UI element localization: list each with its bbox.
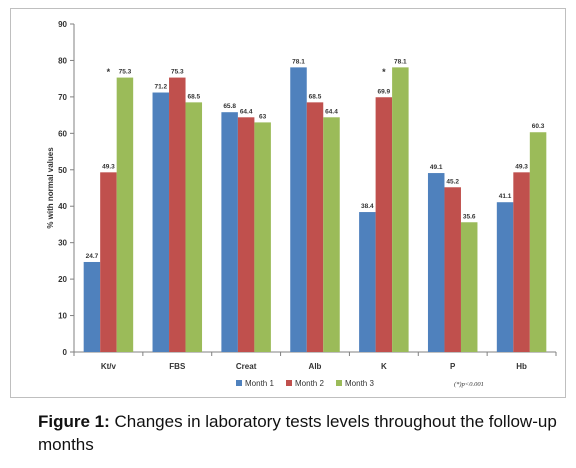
legend-swatch <box>336 380 342 386</box>
data-label: 69.9 <box>378 88 391 95</box>
legend-label: Month 3 <box>345 379 374 388</box>
bar-month-3 <box>185 102 203 352</box>
data-label: 71.2 <box>154 84 167 91</box>
data-label: 38.4 <box>361 203 374 210</box>
legend-swatch <box>236 380 242 386</box>
x-tick-label: Kt/v <box>101 362 117 371</box>
x-tick-label: Creat <box>236 362 257 371</box>
data-label: 78.1 <box>292 58 305 65</box>
bar-month-2 <box>100 172 117 352</box>
data-label: 41.1 <box>499 193 512 200</box>
data-label: 45.2 <box>446 178 459 185</box>
y-tick-label: 60 <box>58 129 67 138</box>
legend-swatch <box>286 380 292 386</box>
significance-marker: * <box>107 67 111 77</box>
x-tick-label: Alb <box>309 362 322 371</box>
legend-label: Month 2 <box>295 379 324 388</box>
bar-month-2 <box>306 102 324 352</box>
data-label: 75.3 <box>171 69 184 76</box>
bar-month-1 <box>359 212 376 352</box>
data-label: 65.8 <box>223 103 236 110</box>
data-label: 49.1 <box>430 164 443 171</box>
y-tick-label: 30 <box>58 239 67 248</box>
bar-month-3 <box>460 222 478 352</box>
y-tick-label: 50 <box>58 166 67 175</box>
bar-chart: 0 10 20 30 40 50 60 70 80 90 % with normal values K… <box>46 20 557 388</box>
caption-label: Figure 1: <box>38 412 110 431</box>
bar-month-3 <box>323 117 340 352</box>
bar-month-2 <box>375 97 393 353</box>
data-label: 78.1 <box>394 58 407 65</box>
data-label: 64.4 <box>240 108 253 115</box>
x-tick-label: Hb <box>516 362 527 371</box>
bar-month-2 <box>169 77 186 352</box>
bar-month-3 <box>529 132 547 352</box>
bar-month-3 <box>392 67 409 352</box>
bar-month-3 <box>116 77 134 352</box>
significance-marker: * <box>382 67 386 77</box>
y-tick-label: 90 <box>58 20 67 29</box>
x-tick-label: K <box>381 362 387 371</box>
data-label: 64.4 <box>325 108 338 115</box>
x-tick-label: FBS <box>169 362 186 371</box>
footnote: (*)p<0.001 <box>454 381 484 388</box>
data-label: 63 <box>259 113 267 120</box>
bar-month-1 <box>221 112 238 352</box>
y-tick-label: 70 <box>58 93 67 102</box>
y-tick-label: 80 <box>58 56 67 65</box>
bar-month-3 <box>254 122 271 353</box>
bar-month-1 <box>83 261 101 352</box>
data-label: 60.3 <box>532 123 545 130</box>
y-axis-label: % with normal values <box>46 147 55 229</box>
bar-month-1 <box>427 173 445 352</box>
bar-month-2 <box>444 187 461 352</box>
data-label: 24.7 <box>86 253 99 260</box>
y-tick-label: 10 <box>58 312 67 321</box>
data-label: 35.6 <box>463 213 476 220</box>
y-tick-label: 0 <box>63 348 68 357</box>
bar-month-2 <box>513 172 530 352</box>
y-tick-label: 40 <box>58 202 67 211</box>
caption-text: Changes in laboratory tests levels throu… <box>38 412 557 454</box>
data-label: 75.3 <box>119 69 132 76</box>
bar-month-1 <box>152 92 170 352</box>
chart-frame: 0 10 20 30 40 50 60 70 80 90 % with normal values K… <box>10 8 566 398</box>
bar-month-2 <box>237 117 255 352</box>
bar-month-1 <box>290 67 307 352</box>
data-label: 49.3 <box>515 163 528 170</box>
data-label: 49.3 <box>102 163 115 170</box>
bar-month-1 <box>496 202 514 352</box>
figure-caption: Figure 1: Changes in laboratory tests le… <box>38 410 568 456</box>
legend-label: Month 1 <box>245 379 274 388</box>
x-tick-label: P <box>450 362 456 371</box>
y-tick-label: 20 <box>58 275 67 284</box>
data-label: 68.5 <box>309 93 322 100</box>
data-label: 68.5 <box>187 93 200 100</box>
